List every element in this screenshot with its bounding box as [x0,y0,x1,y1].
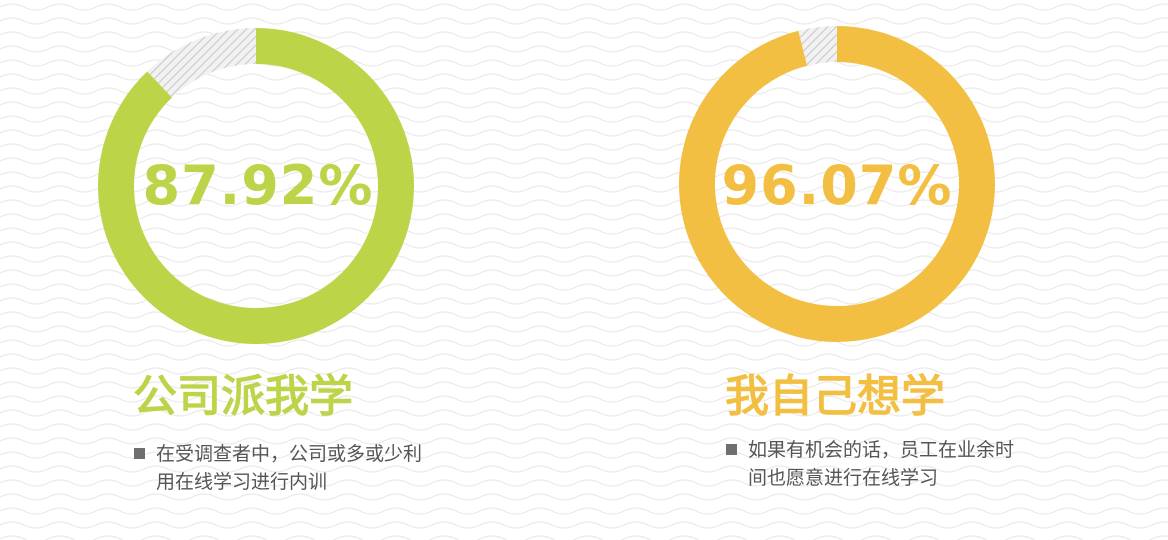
description-text: 在受调查者中，公司或多或少利用在线学习进行内训 [156,443,423,493]
description-self: 如果有机会的话，员工在业余时间也愿意进行在线学习 [726,436,1026,492]
chart-title-company: 公司派我学 [133,371,353,422]
donut-chart-self-arcs [679,26,995,343]
donut-slice-remainder [147,28,256,98]
donut-slice-remainder [798,26,837,66]
description-company: 在受调查者中，公司或多或少利用在线学习进行内训 [134,440,434,496]
donut-chart-self: 96.07% [679,26,995,343]
bullet-square-icon [134,448,145,459]
donut-chart-company: 87.92% [98,28,414,344]
chart-title-self: 我自己想学 [725,371,945,422]
donut-center-label: 96.07% [722,154,953,217]
donut-chart-company-arcs [98,28,414,344]
donut-center-label: 87.92% [143,154,374,217]
bullet-square-icon [726,444,737,455]
description-text: 如果有机会的话，员工在业余时间也愿意进行在线学习 [748,439,1015,489]
